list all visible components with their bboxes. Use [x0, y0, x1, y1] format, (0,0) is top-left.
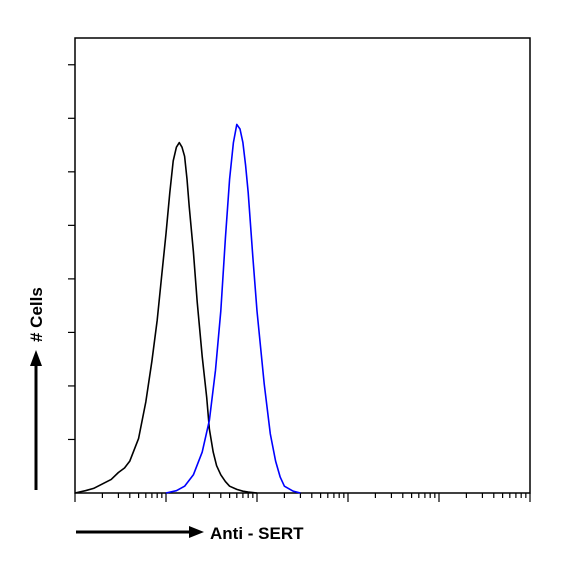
series-line-isotype: [74, 141, 258, 494]
series-layer: [74, 123, 301, 494]
x-axis-arrow-head: [189, 526, 204, 538]
plot-frame: [74, 37, 531, 494]
x-axis-ticks: [74, 493, 531, 502]
x-axis-label: Anti - SERT: [210, 524, 304, 543]
y-axis-arrow-head: [30, 350, 42, 366]
y-axis-ticks: [68, 64, 75, 441]
y-axis-label: # Cells: [27, 287, 46, 342]
series-line-anti-sert: [165, 123, 301, 494]
